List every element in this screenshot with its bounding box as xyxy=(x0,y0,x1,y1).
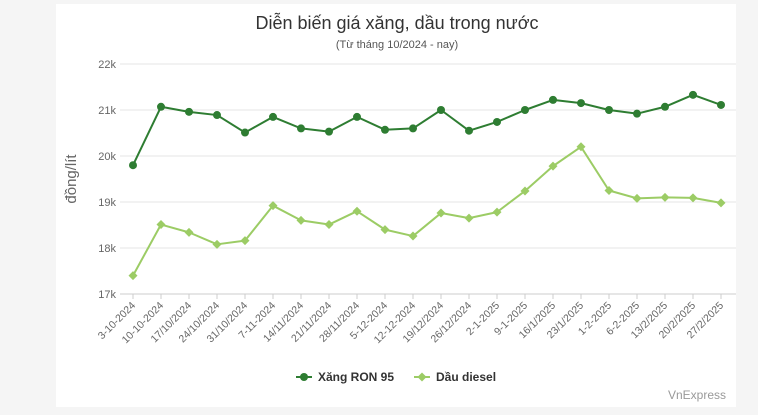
series-0 xyxy=(129,90,725,170)
data-point[interactable] xyxy=(213,111,221,120)
data-point[interactable] xyxy=(492,207,502,217)
chart-card: Diễn biến giá xăng, dầu trong nước (Từ t… xyxy=(56,4,736,407)
chart-subtitle: (Từ tháng 10/2024 - nay) xyxy=(336,39,458,51)
data-point[interactable] xyxy=(605,106,613,114)
y-tick-label: 21k xyxy=(98,105,116,117)
x-tick-labels: 3-10-202410-10-202417/10/202424/10/20243… xyxy=(96,300,726,347)
data-point[interactable] xyxy=(409,124,417,133)
data-point[interactable] xyxy=(604,186,614,195)
data-point[interactable] xyxy=(520,186,530,196)
legend-circle-marker-icon xyxy=(300,373,308,381)
data-point[interactable] xyxy=(436,208,446,218)
series-line xyxy=(132,145,722,277)
data-point[interactable] xyxy=(156,220,166,230)
legend-diamond-marker-icon xyxy=(417,372,427,382)
y-tick-label: 17k xyxy=(98,289,116,301)
data-point[interactable] xyxy=(352,206,362,216)
data-point[interactable] xyxy=(465,126,473,135)
data-point[interactable] xyxy=(633,109,641,118)
data-point[interactable] xyxy=(688,193,698,203)
data-point[interactable] xyxy=(297,124,305,133)
data-point[interactable] xyxy=(157,102,165,111)
data-point[interactable] xyxy=(716,198,726,208)
series-1 xyxy=(128,142,726,281)
data-point[interactable] xyxy=(325,127,333,136)
data-point[interactable] xyxy=(689,90,697,99)
source-label: VnExpress xyxy=(668,388,726,402)
y-tick-label: 22k xyxy=(98,59,116,71)
data-point[interactable] xyxy=(661,102,669,111)
data-point[interactable] xyxy=(240,236,250,246)
data-point[interactable] xyxy=(184,227,194,237)
data-point[interactable] xyxy=(129,161,137,170)
data-point[interactable] xyxy=(185,107,193,116)
legend-item[interactable]: Dầu diesel xyxy=(414,370,496,384)
data-point[interactable] xyxy=(660,192,670,202)
data-point[interactable] xyxy=(576,142,586,152)
data-point[interactable] xyxy=(269,112,277,121)
grid-lines xyxy=(120,63,736,299)
legend-item[interactable]: Xăng RON 95 xyxy=(296,370,394,384)
y-tick-label: 20k xyxy=(98,151,116,163)
data-point[interactable] xyxy=(632,193,642,203)
legend-label: Dầu diesel xyxy=(436,370,496,384)
legend: Xăng RON 95 Dầu diesel xyxy=(296,370,496,384)
data-point[interactable] xyxy=(324,220,334,230)
data-point[interactable] xyxy=(268,201,278,211)
data-point[interactable] xyxy=(353,112,361,121)
y-tick-label: 19k xyxy=(98,197,116,209)
chart-title: Diễn biến giá xăng, dầu trong nước xyxy=(255,12,538,33)
data-point[interactable] xyxy=(128,271,138,281)
line-chart: Diễn biến giá xăng, dầu trong nước (Từ t… xyxy=(63,12,736,402)
data-point[interactable] xyxy=(521,106,529,114)
data-point[interactable] xyxy=(408,231,418,241)
y-tick-label: 18k xyxy=(98,243,116,255)
data-point[interactable] xyxy=(296,215,306,225)
series-group xyxy=(128,90,726,281)
legend-label: Xăng RON 95 xyxy=(318,370,394,384)
data-point[interactable] xyxy=(437,106,445,114)
data-point[interactable] xyxy=(549,95,557,104)
data-point[interactable] xyxy=(380,225,390,235)
data-point[interactable] xyxy=(548,161,558,171)
data-point[interactable] xyxy=(464,213,474,223)
y-tick-labels: 17k 18k 19k 20k 21k 22k xyxy=(98,59,116,301)
data-point[interactable] xyxy=(493,117,501,126)
data-point[interactable] xyxy=(717,100,725,109)
data-point[interactable] xyxy=(577,99,585,108)
data-point[interactable] xyxy=(241,128,249,137)
y-axis-label: đồng/lít xyxy=(63,154,80,204)
data-point[interactable] xyxy=(212,239,222,249)
series-line xyxy=(132,93,722,166)
data-point[interactable] xyxy=(381,125,389,134)
